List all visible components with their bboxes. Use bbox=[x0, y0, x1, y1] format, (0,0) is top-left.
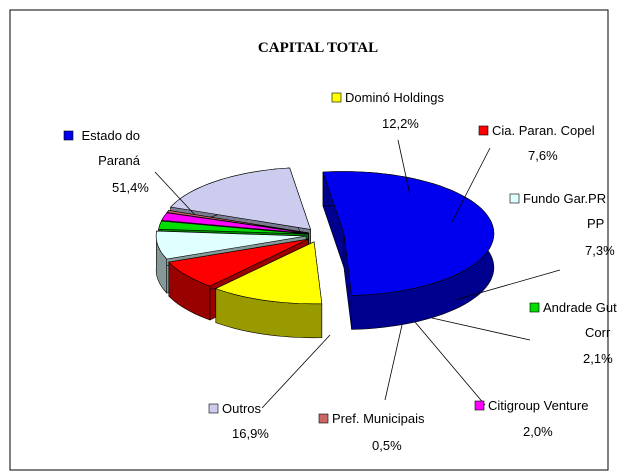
data-label: 16,9% bbox=[232, 426, 269, 441]
leader-line bbox=[397, 139, 411, 196]
data-label: 51,4% bbox=[112, 180, 149, 195]
leader-line bbox=[261, 334, 331, 409]
slice bbox=[158, 220, 309, 235]
slice bbox=[215, 241, 323, 339]
leader-line bbox=[431, 317, 531, 341]
slice bbox=[322, 171, 495, 330]
leader-line bbox=[451, 147, 491, 223]
legend-key bbox=[318, 413, 329, 424]
legend-key bbox=[208, 403, 219, 414]
chart-title: CAPITAL TOTAL bbox=[258, 40, 378, 56]
data-label: 7,6% bbox=[528, 148, 558, 163]
data-label: 12,2% bbox=[382, 116, 419, 131]
data-label: 7,3% bbox=[585, 243, 615, 258]
data-label: 0,5% bbox=[372, 438, 402, 453]
data-label: 2,0% bbox=[523, 424, 553, 439]
legend-label: Estado do Paraná bbox=[81, 128, 140, 168]
slice bbox=[168, 238, 309, 287]
slice bbox=[161, 212, 309, 234]
legend-label: Andrade Gut Corr bbox=[543, 300, 617, 340]
legend-key bbox=[474, 400, 485, 411]
slice bbox=[166, 210, 309, 234]
legend-key bbox=[509, 193, 520, 204]
slice bbox=[322, 171, 495, 296]
legend-label: Pref. Municipais bbox=[332, 411, 425, 426]
legend-key bbox=[529, 302, 540, 313]
leader-line bbox=[454, 269, 561, 301]
legend-label: Citigroup Venture bbox=[488, 398, 588, 413]
legend-label: Fundo Gar.PR PP bbox=[523, 191, 606, 231]
leader-line bbox=[414, 321, 486, 406]
legend-key bbox=[331, 92, 342, 103]
leader-line bbox=[154, 171, 196, 216]
leader-line bbox=[384, 324, 403, 401]
data-label: 2,1% bbox=[583, 351, 613, 366]
slice bbox=[215, 241, 323, 305]
slice bbox=[155, 230, 307, 260]
legend-key bbox=[63, 130, 74, 141]
legend-label: Outros bbox=[222, 401, 262, 416]
legend-label: Dominó Holdings bbox=[345, 90, 444, 105]
legend-label: Cia. Paran. Copel bbox=[492, 123, 595, 138]
legend-key bbox=[478, 125, 489, 136]
